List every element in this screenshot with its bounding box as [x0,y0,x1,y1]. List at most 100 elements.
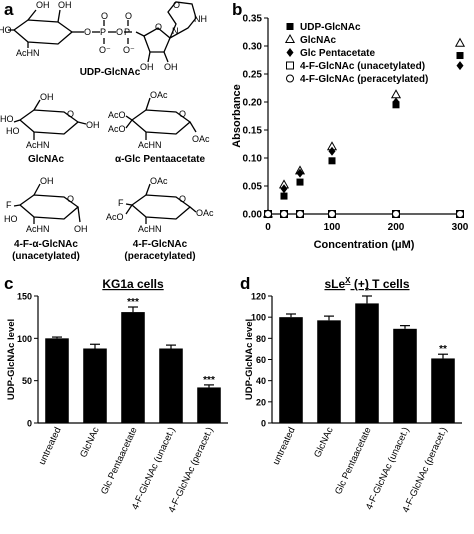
atom-label: F [6,200,12,210]
significance-label: *** [127,297,139,308]
legend-marker-open-circle [286,74,294,83]
panel-letter-b: b [232,0,243,19]
y-tick-label: 80 [256,334,266,344]
significance-label: * [365,286,369,297]
bar [45,338,69,423]
atom-label: OAc [150,176,168,186]
atom-label: OH [36,0,50,10]
x-tick-label: 0 [265,222,271,233]
atom-label: HO [0,25,12,35]
x-tick-label: Glc Pentaacetate [333,426,374,497]
data-point-filled-diamond [392,97,400,107]
atom-label: OH [40,176,54,186]
x-tick-label: 200 [388,222,405,233]
x-tick-label: 300 [452,222,469,233]
y-tick-label: 0.05 [243,182,263,193]
y-tick-label: 0 [27,419,32,429]
x-tick-label: GlcNAc [312,425,336,459]
data-point-open-circle [280,210,288,218]
atom-label: O [67,194,74,204]
data-point-filled-square [456,52,464,60]
y-tick-label: 60 [256,355,266,365]
chart-title-text: KG1a cells [102,277,164,291]
atom-label: O⁻ [99,45,111,55]
y-tick-label: 0.30 [243,42,263,53]
x-tick-label: 4-F-GlcNAc (unacet.) [364,426,412,512]
y-tick-label: 0.25 [243,70,263,81]
atom-label: O [179,109,186,119]
bar [317,320,341,423]
atom-label: O [179,194,186,204]
legend-label: 4-F-GlcNAc (peracetylated) [300,74,428,85]
atom-label: AcO [106,212,124,222]
atom-label: AcHN [16,48,40,58]
atom-label: AcHN [138,140,162,150]
data-point-filled-diamond [456,61,464,71]
data-point-filled-diamond [328,146,336,156]
structure-subname-4f-glcnac-per: (peracetylated) [124,251,195,262]
y-tick-label: 0.15 [243,126,263,137]
legend-label: Glc Pentacetate [300,48,375,59]
significance-label: ** [439,344,447,355]
atom-label: O [67,109,74,119]
glcnac-atoms: OH HO HO O OH AcHN [0,92,100,150]
atom-label: AcHN [138,224,162,234]
legend-label: UDP-GlcNAc [300,22,361,33]
atom-label: OAc [192,134,210,144]
atom-label: AcO [108,110,126,120]
data-point-filled-square [296,178,304,186]
y-axis-label: Absorbance [231,84,243,148]
data-point-open-circle [328,210,336,218]
chart-title: sLeX (+) T cells [324,276,409,291]
y-tick-label: 0.00 [243,210,263,221]
atom-label: HO [0,114,14,124]
chart-title-superscript: X [345,276,351,285]
x-tick-label: untreated [271,426,298,467]
atom-label: O⁻ [123,45,135,55]
atom-label: F [118,198,124,208]
atom-label: OH [58,0,72,10]
glc-penta-atoms: OAc AcO AcO O AcHN OAc [108,90,210,150]
legend-marker-filled-diamond [286,48,294,57]
legend-label: 4-F-GlcNAc (unacetylated) [300,61,425,72]
y-tick-label: 0.20 [243,98,263,109]
structure-name-glc-pentaacetate: α-Glc Pentaacetate [115,154,206,165]
x-tick-label: 100 [324,222,341,233]
panel-letter-c: c [4,274,14,293]
atom-label: NH [194,14,207,24]
bar [197,387,221,423]
y-tick-label: 0 [261,419,266,429]
atom-label: HO [6,126,20,136]
y-tick-label: 0.35 [243,14,263,25]
y-tick-label: 100 [17,334,32,344]
y-tick-label: 100 [251,313,266,323]
bar [279,317,303,423]
data-point-filled-square [280,192,288,200]
bar [83,348,107,423]
data-point-open-circle [392,210,400,218]
fglcnac-per-atoms: OAc F AcO O AcHN OAc [106,176,214,234]
y-tick-label: 0.10 [243,154,263,165]
atom-label: AcO [108,124,126,134]
legend-marker-open-square [286,61,294,70]
significance-label: *** [203,375,215,386]
atom-label: O [101,11,108,21]
structure-name-4f-glcnac-per: 4-F-GlcNAc [133,239,188,250]
atom-label: O [155,22,162,32]
structure-name-4f-glcnac: 4-F-α-GlcNAc [14,239,78,250]
atom-label: OH [86,120,100,130]
panel-letter-a: a [4,0,14,19]
data-point-filled-square [328,157,336,165]
udp-glcnac-atoms: OH OH HO AcHN O P O P O O O⁻ O⁻ O NH N O… [0,0,207,72]
y-axis-label: UDP-GlcNAc level [244,319,255,400]
legend-marker-open-triangle [284,33,296,43]
atom-label: O [84,27,91,37]
y-tick-label: 120 [251,292,266,302]
atom-label: OH [40,92,54,102]
data-point-filled-diamond [296,168,304,178]
atom-label: OH [164,62,178,72]
atom-label: O [173,0,180,10]
panel-letter-d: d [240,274,251,293]
